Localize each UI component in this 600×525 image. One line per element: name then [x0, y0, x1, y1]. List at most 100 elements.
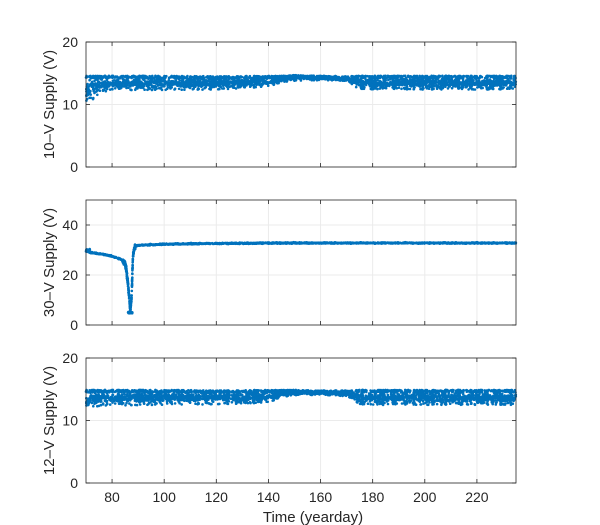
- data-point: [258, 83, 261, 86]
- data-point: [499, 81, 503, 85]
- data-point: [510, 77, 513, 80]
- data-point: [174, 80, 177, 84]
- data-point: [192, 76, 195, 79]
- data-point: [440, 79, 444, 82]
- data-point: [370, 83, 373, 87]
- data-point: [431, 75, 435, 78]
- data-point: [408, 87, 412, 91]
- data-point: [509, 80, 513, 84]
- data-point: [420, 76, 424, 79]
- data-point: [121, 76, 124, 79]
- data-point: [90, 80, 94, 84]
- y-tick-label: 0: [70, 159, 78, 175]
- data-point: [435, 83, 438, 87]
- data-point: [461, 80, 465, 84]
- data-point: [111, 88, 114, 91]
- data-point: [472, 83, 476, 86]
- data-point: [97, 80, 100, 83]
- data-point: [337, 76, 341, 79]
- data-point: [364, 75, 367, 78]
- data-point: [373, 74, 377, 78]
- data-point: [127, 86, 130, 89]
- y-axis-label: 10–V Supply (V): [41, 50, 58, 159]
- data-point: [86, 82, 89, 86]
- data-point: [420, 82, 424, 86]
- data-point: [509, 85, 513, 88]
- data-point: [457, 78, 461, 81]
- data-point: [184, 76, 188, 80]
- data-point: [100, 81, 104, 84]
- data-point: [125, 86, 128, 90]
- data-point: [397, 86, 401, 89]
- data-point: [141, 74, 145, 78]
- data-point: [129, 88, 133, 92]
- data-point: [226, 87, 230, 91]
- data-point: [486, 81, 489, 84]
- data-point: [364, 77, 367, 81]
- data-points: [84, 73, 518, 102]
- data-point: [489, 75, 493, 79]
- data-point: [381, 84, 384, 87]
- y-tick-label: 20: [62, 34, 78, 50]
- data-point: [405, 79, 408, 83]
- data-point: [446, 87, 450, 90]
- data-point: [150, 88, 154, 92]
- data-point: [398, 82, 402, 86]
- data-point: [470, 74, 473, 78]
- data-point: [364, 79, 368, 83]
- data-point: [258, 80, 262, 83]
- data-point: [496, 81, 499, 84]
- data-point: [276, 82, 279, 85]
- data-point: [198, 84, 201, 87]
- data-point: [178, 79, 181, 82]
- data-point: [202, 242, 206, 246]
- data-point: [435, 87, 439, 90]
- data-point: [463, 83, 467, 87]
- data-point: [465, 76, 469, 79]
- data-point: [361, 86, 365, 89]
- data-point: [373, 87, 377, 90]
- data-point: [91, 74, 95, 78]
- data-point: [441, 76, 444, 80]
- data-point: [104, 89, 108, 93]
- data-point: [89, 93, 92, 96]
- data-point: [170, 86, 173, 89]
- data-point: [248, 74, 252, 78]
- data-point: [192, 82, 196, 86]
- data-point: [167, 79, 171, 82]
- data-point: [201, 88, 204, 91]
- data-point: [485, 74, 489, 78]
- data-point: [460, 87, 464, 91]
- data-point: [378, 75, 382, 78]
- data-point: [104, 84, 107, 87]
- data-point: [214, 76, 217, 79]
- data-point: [361, 79, 364, 83]
- data-point: [238, 83, 242, 86]
- data-point: [367, 79, 371, 83]
- data-point: [159, 87, 162, 90]
- data-point: [313, 75, 316, 78]
- data-point: [405, 85, 409, 89]
- data-point: [237, 76, 241, 79]
- data-point: [270, 75, 274, 78]
- data-point: [400, 87, 403, 91]
- data-point: [189, 80, 193, 83]
- data-point: [266, 81, 270, 85]
- data-point: [107, 83, 110, 86]
- data-point: [88, 78, 91, 82]
- data-point: [170, 74, 173, 78]
- data-point: [228, 75, 231, 79]
- data-point: [160, 80, 164, 83]
- data-point: [485, 77, 489, 80]
- data-point: [96, 74, 100, 78]
- data-point: [108, 88, 112, 91]
- data-point: [158, 76, 162, 80]
- data-point: [218, 77, 222, 80]
- data-point: [402, 86, 406, 90]
- data-point: [211, 82, 215, 86]
- data-point: [173, 87, 177, 90]
- data-point: [272, 83, 276, 87]
- data-point: [444, 80, 448, 83]
- data-point: [427, 87, 431, 90]
